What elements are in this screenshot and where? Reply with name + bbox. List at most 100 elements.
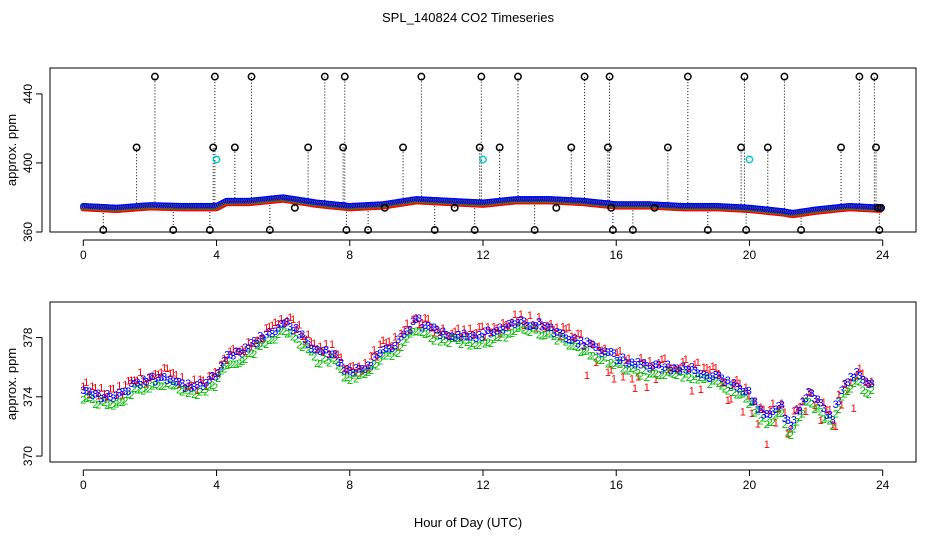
series3-point: 3: [215, 367, 221, 379]
series3-point: 3: [167, 374, 173, 386]
series1-point: 1: [170, 368, 176, 380]
series3-point: 3: [845, 377, 851, 389]
series3-point: 3: [434, 325, 440, 337]
series1-point: 1: [107, 383, 113, 395]
series2-point: 2: [860, 385, 866, 397]
series2-point: 2: [845, 386, 851, 398]
series1-point: 1: [341, 363, 347, 375]
series2-point: 2: [422, 329, 428, 341]
series2-point: 2: [608, 357, 614, 369]
series2-point: 2: [521, 324, 527, 336]
series1-point: 1: [410, 314, 416, 326]
series3-point: 3: [347, 366, 353, 378]
series3-point: 3: [194, 380, 200, 392]
series1-point: 1: [296, 320, 302, 332]
series2-point: 2: [140, 385, 146, 397]
series1-point: 1: [359, 365, 365, 377]
series2-point: 2: [446, 338, 452, 350]
series1-point: 1: [842, 379, 848, 391]
series1-point: 1: [635, 372, 641, 384]
series2-point: 2: [602, 352, 608, 364]
series2-point: 2: [137, 384, 143, 396]
series1-point: 1: [608, 365, 614, 377]
series1-point: 1: [629, 373, 635, 385]
bottom-x-tick-label: 20: [743, 478, 757, 492]
outlier-point: [169, 226, 178, 234]
series2-point: 2: [332, 355, 338, 367]
series1-point: 1: [599, 345, 605, 357]
series1-point: 1: [578, 329, 584, 341]
series2-point: 2: [659, 369, 665, 381]
series1-point: 1: [830, 420, 836, 432]
series1-point: 1: [83, 377, 89, 389]
bottom-x-tick-label: 0: [80, 478, 87, 492]
series1-point: 1: [380, 335, 386, 347]
series3-point: 3: [848, 372, 854, 384]
outlier-point: [450, 203, 459, 212]
series2-point: 2: [131, 383, 137, 395]
series3-point: 3: [119, 386, 125, 398]
series3-point: 3: [698, 369, 704, 381]
series3-point: 3: [422, 320, 428, 332]
series3-point: 3: [812, 393, 818, 405]
series3-point: 3: [644, 361, 650, 373]
series2-point: 2: [494, 332, 500, 344]
series3-point: 3: [260, 333, 266, 345]
series2-point: 2: [395, 348, 401, 360]
series1-point: 1: [98, 383, 104, 395]
bottom-x-tick-label: 8: [346, 478, 353, 492]
outlier-point: [780, 72, 789, 81]
series1-point: 1: [575, 328, 581, 340]
series3-point: 3: [608, 347, 614, 359]
series2-point: 2: [815, 402, 821, 414]
outlier-point: [552, 203, 561, 212]
outlier-point: [514, 72, 522, 81]
series3-point: 3: [326, 349, 332, 361]
series3-point: 3: [446, 331, 452, 343]
series2-point: 2: [794, 417, 800, 429]
series1-point: 1: [752, 396, 758, 408]
series3-point: 3: [350, 367, 356, 379]
series3-point: 3: [854, 367, 860, 379]
series3-point: 3: [458, 331, 464, 343]
series2-point: 2: [200, 384, 206, 396]
series2-point: 2: [449, 333, 455, 345]
series1-point: 1: [626, 353, 632, 365]
series2-point: 2: [188, 385, 194, 397]
series2-point: 2: [713, 376, 719, 388]
series2-point: 2: [458, 339, 464, 351]
series2-point: 2: [134, 384, 140, 396]
series2-point: 2: [848, 384, 854, 396]
series2-point: 2: [650, 369, 656, 381]
series2-point: 2: [839, 392, 845, 404]
series3-point: 3: [575, 338, 581, 350]
series1-point: 1: [167, 368, 173, 380]
series3-point: 3: [605, 347, 611, 359]
series1-point: 1: [503, 320, 509, 332]
series1-point: 1: [620, 372, 626, 384]
series2-point: 2: [239, 356, 245, 368]
series3-point: 3: [356, 363, 362, 375]
series1-point: 1: [206, 371, 212, 383]
series1-point: 1: [443, 330, 449, 342]
series1-point: 1: [500, 317, 506, 329]
series1-point: 1: [257, 334, 263, 346]
series3-point: 3: [92, 389, 98, 401]
series1-point: 1: [140, 376, 146, 388]
series3-point: 3: [791, 414, 797, 426]
series3-point: 3: [524, 320, 530, 332]
series1-point: 1: [182, 383, 188, 395]
series2-point: 2: [362, 369, 368, 381]
series1-point: 1: [374, 351, 380, 363]
series1-point: 1: [569, 331, 575, 343]
series3-point: 3: [110, 393, 116, 405]
series3-point: 3: [152, 377, 158, 389]
series2-point: 2: [593, 353, 599, 365]
series1-point: 1: [560, 321, 566, 333]
series2-point: 2: [497, 332, 503, 344]
series2-point: 2: [371, 359, 377, 371]
series1-point: 1: [758, 402, 764, 414]
series3-point: 3: [395, 334, 401, 346]
series3-point: 3: [500, 325, 506, 337]
series1-point: 1: [782, 407, 788, 419]
